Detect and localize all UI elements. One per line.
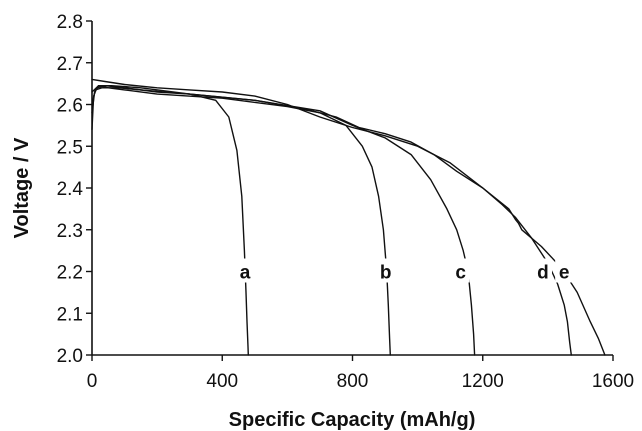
series-lines xyxy=(91,78,606,356)
plot-area: 2.0 2.1 2.2 2.3 2.4 2.5 2.6 2.7 2.8 0 400 800 1200 1… xyxy=(57,12,635,392)
series-label-backdrop xyxy=(451,258,470,283)
series-line-c xyxy=(91,87,476,356)
series-label-d: d xyxy=(537,263,549,284)
y-axis-title: Voltage / V xyxy=(11,137,33,238)
y-axis-ticks: 2.0 2.1 2.2 2.3 2.4 2.5 2.6 2.7 2.8 xyxy=(57,12,92,367)
series-label-backdrop xyxy=(376,258,395,283)
x-axis-title: Specific Capacity (mAh/g) xyxy=(229,409,476,431)
series-line-a xyxy=(91,85,249,356)
y-tick-label: 2.5 xyxy=(57,137,83,158)
y-tick-label: 2.8 xyxy=(57,12,83,33)
y-tick-label: 2.0 xyxy=(57,346,83,367)
series-label-b: b xyxy=(380,263,392,284)
y-tick-label: 2.2 xyxy=(57,263,83,284)
y-tick-label: 2.6 xyxy=(57,96,83,117)
series-label-backdrop xyxy=(555,258,574,283)
series-label-e: e xyxy=(559,263,570,284)
y-tick-label: 2.4 xyxy=(57,179,84,200)
series-label-a: a xyxy=(240,263,251,284)
y-tick-label: 2.7 xyxy=(57,54,83,75)
x-tick-label: 1200 xyxy=(462,371,504,392)
series-label-backdrop xyxy=(236,258,255,283)
series-label-c: c xyxy=(455,263,466,284)
y-tick-label: 2.1 xyxy=(57,304,83,325)
x-tick-label: 400 xyxy=(206,371,238,392)
x-tick-label: 1600 xyxy=(592,371,634,392)
series-label-backdrop xyxy=(533,258,552,283)
series-line-b xyxy=(91,85,391,356)
series-line-d xyxy=(91,85,572,356)
y-tick-label: 2.3 xyxy=(57,221,83,242)
x-tick-label: 0 xyxy=(87,371,98,392)
x-axis-ticks: 0 400 800 1200 1600 xyxy=(87,355,634,392)
series-line-e xyxy=(91,78,606,356)
x-tick-label: 800 xyxy=(337,371,369,392)
